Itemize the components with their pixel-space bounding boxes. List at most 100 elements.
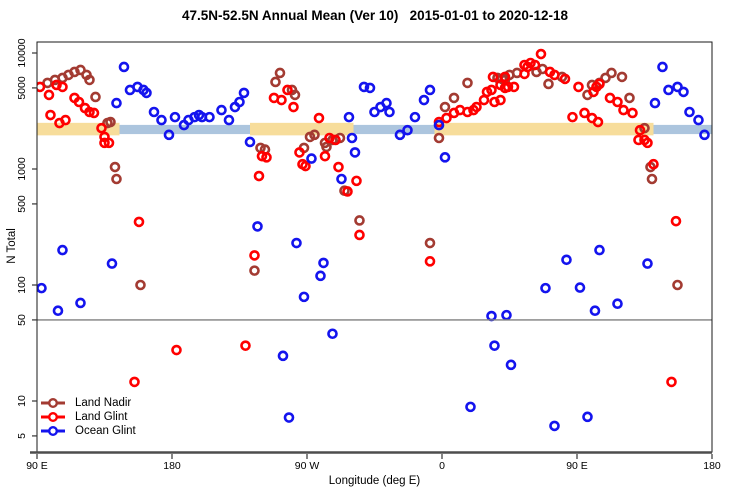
data-point-land-glint bbox=[43, 89, 55, 101]
legend-label-ocean-glint: Ocean Glint bbox=[75, 425, 136, 437]
data-point-land-glint bbox=[103, 137, 115, 149]
land-glint-marker-icon bbox=[41, 412, 65, 422]
data-point-land-glint bbox=[294, 147, 305, 158]
legend-label-land-nadir: Land Nadir bbox=[75, 397, 132, 409]
data-point-land-glint bbox=[549, 69, 560, 81]
data-point-land-glint bbox=[612, 96, 623, 108]
data-point-land-nadir bbox=[289, 89, 301, 101]
legend-item-land-nadir: Land Nadir bbox=[40, 396, 136, 410]
y-tick-label: 100 bbox=[16, 276, 28, 294]
data-point-ocean-glint bbox=[672, 81, 683, 93]
data-point-land-glint bbox=[261, 152, 272, 163]
chart-title: 47.5N-52.5N Annual Mean (Ver 10) 2015-01… bbox=[182, 8, 568, 23]
data-point-land-glint bbox=[642, 137, 653, 149]
data-point-ocean-glint bbox=[349, 147, 361, 158]
data-point-land-glint bbox=[249, 250, 260, 261]
data-point-ocean-glint bbox=[57, 244, 68, 256]
y-axis-title: N Total bbox=[6, 228, 18, 264]
data-point-land-glint bbox=[499, 71, 511, 83]
data-point-ocean-glint bbox=[589, 305, 601, 317]
data-point-land-glint bbox=[567, 111, 578, 123]
data-point-land-glint bbox=[60, 114, 71, 126]
data-point-ocean-glint bbox=[381, 97, 392, 109]
data-point-land-nadir bbox=[448, 92, 460, 104]
y-tick-label: 10 bbox=[16, 395, 28, 407]
data-point-ocean-glint bbox=[642, 258, 653, 269]
data-point-ocean-glint bbox=[238, 87, 250, 99]
data-point-ocean-glint bbox=[223, 114, 235, 126]
data-point-ocean-glint bbox=[663, 84, 674, 96]
x-tick-label: 90 E bbox=[26, 460, 48, 472]
land-nadir-marker-icon bbox=[41, 398, 65, 408]
data-point-ocean-glint bbox=[252, 221, 263, 232]
data-point-land-glint bbox=[51, 79, 62, 91]
data-point-land-glint bbox=[256, 150, 268, 162]
data-point-ocean-glint bbox=[684, 106, 695, 118]
data-point-land-glint bbox=[618, 104, 629, 116]
data-point-ocean-glint bbox=[549, 420, 560, 432]
data-point-land-nadir bbox=[274, 67, 286, 79]
data-point-land-glint bbox=[666, 376, 677, 388]
data-point-land-glint bbox=[313, 112, 325, 124]
data-point-land-nadir bbox=[624, 92, 635, 104]
data-point-ocean-glint bbox=[169, 111, 181, 123]
data-point-land-glint bbox=[594, 78, 605, 90]
legend: Land Nadir Land Glint Ocean Glint bbox=[40, 396, 136, 438]
data-point-ocean-glint bbox=[37, 282, 47, 294]
data-point-land-glint bbox=[330, 134, 341, 146]
data-point-ocean-glint bbox=[657, 61, 668, 73]
data-point-ocean-glint bbox=[439, 152, 451, 163]
data-point-land-nadir bbox=[90, 91, 101, 103]
data-point-ocean-glint bbox=[364, 82, 376, 94]
data-point-land-nadir bbox=[135, 279, 146, 291]
data-point-ocean-glint bbox=[561, 254, 572, 266]
data-point-land-glint bbox=[99, 137, 110, 149]
legend-item-land-glint: Land Glint bbox=[40, 410, 136, 424]
data-point-ocean-glint bbox=[291, 237, 302, 249]
data-point-land-nadir bbox=[439, 101, 451, 113]
data-point-land-glint bbox=[354, 229, 365, 241]
data-point-land-glint bbox=[495, 79, 506, 91]
x-axis-title: Longitude (deg E) bbox=[328, 475, 421, 487]
data-point-land-glint bbox=[462, 106, 473, 118]
data-point-land-nadir bbox=[424, 237, 436, 249]
data-point-land-glint bbox=[333, 161, 344, 173]
data-point-land-nadir bbox=[270, 76, 281, 88]
legend-item-ocean-glint: Ocean Glint bbox=[40, 424, 136, 438]
data-point-land-glint bbox=[276, 94, 287, 106]
data-point-ocean-glint bbox=[418, 94, 430, 106]
data-point-land-glint bbox=[84, 106, 95, 118]
data-point-ocean-glint bbox=[358, 81, 370, 93]
data-point-land-nadir bbox=[75, 64, 86, 76]
legend-label-land-glint: Land Glint bbox=[75, 411, 128, 423]
data-point-ocean-glint bbox=[283, 412, 295, 423]
data-point-ocean-glint bbox=[163, 129, 175, 141]
data-point-land-glint bbox=[487, 71, 499, 83]
data-point-land-glint bbox=[634, 124, 646, 136]
land-band bbox=[250, 122, 354, 136]
data-point-ocean-glint bbox=[106, 258, 118, 269]
data-point-land-glint bbox=[471, 101, 482, 113]
data-point-land-nadir bbox=[672, 279, 683, 291]
data-point-ocean-glint bbox=[315, 270, 326, 282]
data-point-ocean-glint bbox=[118, 61, 130, 73]
data-point-ocean-glint bbox=[433, 119, 445, 131]
data-point-land-glint bbox=[424, 256, 436, 267]
data-point-land-glint bbox=[559, 73, 571, 85]
data-point-land-glint bbox=[478, 94, 490, 106]
data-point-land-glint bbox=[604, 92, 616, 104]
data-point-land-glint bbox=[73, 96, 85, 108]
data-point-ocean-glint bbox=[594, 244, 605, 256]
data-point-land-glint bbox=[592, 116, 604, 128]
data-point-ocean-glint bbox=[409, 111, 421, 123]
data-point-ocean-glint bbox=[402, 124, 413, 136]
ocean-glint-marker-icon bbox=[41, 426, 65, 436]
data-point-land-glint bbox=[633, 134, 644, 146]
data-point-land-glint bbox=[319, 150, 331, 162]
data-point-land-nadir bbox=[600, 72, 611, 84]
y-tick-label: 5 bbox=[16, 432, 28, 439]
data-point-ocean-glint bbox=[148, 106, 160, 118]
data-point-ocean-glint bbox=[489, 340, 500, 351]
